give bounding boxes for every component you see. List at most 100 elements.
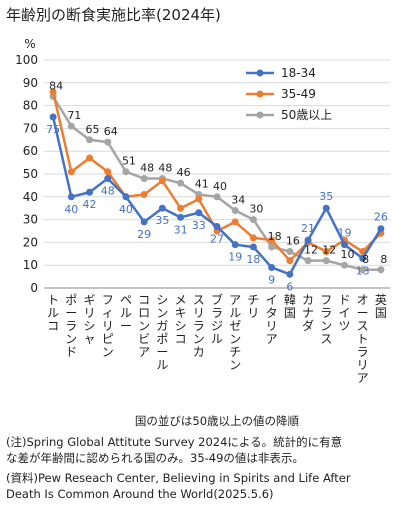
data-point-50歳以上	[359, 266, 367, 274]
data-label-18-34: 18	[246, 253, 260, 266]
note-line-1: (注)Spring Global Attitute Survey 2024による…	[6, 435, 343, 449]
data-point-18-34	[249, 243, 257, 251]
x-tick-label: 英国	[375, 293, 387, 320]
y-tick-label: 70	[23, 121, 38, 135]
x-tick-label: アルゼンチン	[229, 293, 241, 372]
legend-marker	[256, 69, 264, 77]
data-point-35-49	[231, 218, 239, 226]
data-point-18-34	[268, 263, 276, 271]
y-tick-label: 50	[23, 167, 38, 181]
legend-entry: 18-34	[281, 66, 316, 80]
data-label-50plus: 84	[49, 79, 63, 92]
data-point-35-49	[177, 204, 185, 212]
data-label-50plus: 48	[158, 162, 172, 175]
data-point-18-34	[158, 204, 166, 212]
data-point-18-34	[231, 241, 239, 249]
data-point-35-49	[322, 248, 330, 256]
data-label-50plus: 34	[231, 193, 245, 206]
y-tick-label: 40	[23, 190, 38, 204]
data-label-50plus: 46	[177, 166, 191, 179]
data-point-18-34	[195, 209, 203, 217]
x-tick-label: チリ	[247, 293, 259, 320]
data-point-35-49	[86, 154, 94, 162]
data-labels: 84 71 65 64 51 48 48 46 41 40 34 30 18 16 12 12 10 8 8 75 40…	[46, 79, 388, 293]
data-point-50歳以上	[86, 136, 94, 144]
data-label-50plus: 41	[195, 178, 209, 191]
y-axis-label: %	[24, 37, 35, 51]
data-label-50plus: 8	[362, 253, 369, 266]
data-point-35-49	[195, 195, 203, 203]
data-point-35-49	[158, 177, 166, 185]
data-point-50歳以上	[286, 248, 294, 256]
data-point-35-49	[67, 168, 75, 176]
data-label-18-34: 31	[174, 223, 188, 236]
data-label-18-34: 27	[210, 232, 224, 245]
data-point-18-34	[322, 204, 330, 212]
y-tick-label: 20	[23, 235, 38, 249]
data-point-18-34	[122, 193, 130, 201]
data-label-18-34: 29	[137, 228, 151, 241]
data-point-50歳以上	[140, 175, 148, 183]
data-label-50plus: 40	[213, 180, 227, 193]
data-label-18-34: 21	[301, 222, 315, 235]
y-tick-label: 80	[23, 99, 38, 113]
data-label-18-34: 19	[228, 251, 242, 264]
chart-title: 年齢別の断食実施比率(2024年)	[6, 6, 221, 24]
data-label-18-34: 35	[155, 214, 169, 227]
data-point-18-34	[67, 193, 75, 201]
x-tick-label: 韓国	[284, 293, 296, 320]
data-point-50歳以上	[67, 122, 75, 130]
gridlines	[44, 59, 390, 289]
data-point-50歳以上	[104, 138, 112, 146]
data-point-18-34	[340, 241, 348, 249]
data-label-50plus: 30	[249, 203, 263, 216]
data-label-18-34: 26	[374, 211, 388, 224]
x-tick-label: ブラジル	[211, 292, 223, 346]
x-axis-caption: 国の並びは50歳以上の値の降順	[135, 414, 300, 428]
x-tick-label: フィリピン	[102, 293, 114, 359]
data-label-50plus: 18	[268, 230, 282, 243]
data-point-18-34	[286, 270, 294, 278]
legend: 18-34 35-49 50歳以上	[246, 66, 332, 122]
x-tick-label: フランス	[320, 293, 332, 346]
data-point-18-34	[104, 175, 112, 183]
data-label-50plus: 64	[104, 125, 118, 138]
y-tick-label: 90	[23, 76, 38, 90]
x-tick-label: メキシコ	[175, 293, 187, 346]
x-tick-label: ポーランド	[65, 293, 77, 359]
data-label-50plus: 51	[122, 155, 136, 168]
data-point-50歳以上	[177, 179, 185, 187]
data-point-18-34	[86, 188, 94, 196]
legend-marker	[256, 111, 264, 119]
x-tick-label: ペルー	[120, 293, 132, 333]
legend-entry: 35-49	[281, 87, 316, 101]
data-point-35-49	[104, 168, 112, 176]
data-label-18-34: 40	[119, 203, 133, 216]
x-tick-label: スリランカ	[193, 293, 205, 359]
data-point-35-49	[249, 234, 257, 242]
y-tick-label: 0	[30, 281, 38, 295]
data-point-18-34	[359, 254, 367, 262]
x-tick-label: カナダ	[302, 293, 314, 333]
x-tick-label: コロンビア	[138, 293, 150, 359]
data-point-50歳以上	[249, 216, 257, 224]
x-tick-label: ドイツ	[338, 293, 350, 333]
data-label-18-34: 33	[192, 219, 206, 232]
y-tick-label: 10	[23, 258, 38, 272]
axes: 0 10 20 30 40 50 60 70 80 90 100% トルコポーランドギリシャフィリピン…	[15, 37, 390, 428]
data-point-50歳以上	[213, 193, 221, 201]
data-label-18-34: 19	[337, 227, 351, 240]
data-label-18-34: 35	[319, 190, 333, 203]
data-label-18-34: 13	[356, 264, 370, 277]
data-label-18-34: 6	[286, 280, 293, 293]
data-point-50歳以上	[122, 168, 130, 176]
data-point-18-34	[377, 225, 385, 233]
data-label-18-34: 75	[46, 123, 60, 136]
data-point-35-49	[49, 88, 57, 96]
data-point-50歳以上	[304, 257, 312, 265]
data-label-50plus: 10	[340, 248, 354, 261]
x-tick-label: イタリア	[266, 293, 278, 346]
data-point-50歳以上	[322, 257, 330, 265]
data-point-50歳以上	[340, 261, 348, 269]
